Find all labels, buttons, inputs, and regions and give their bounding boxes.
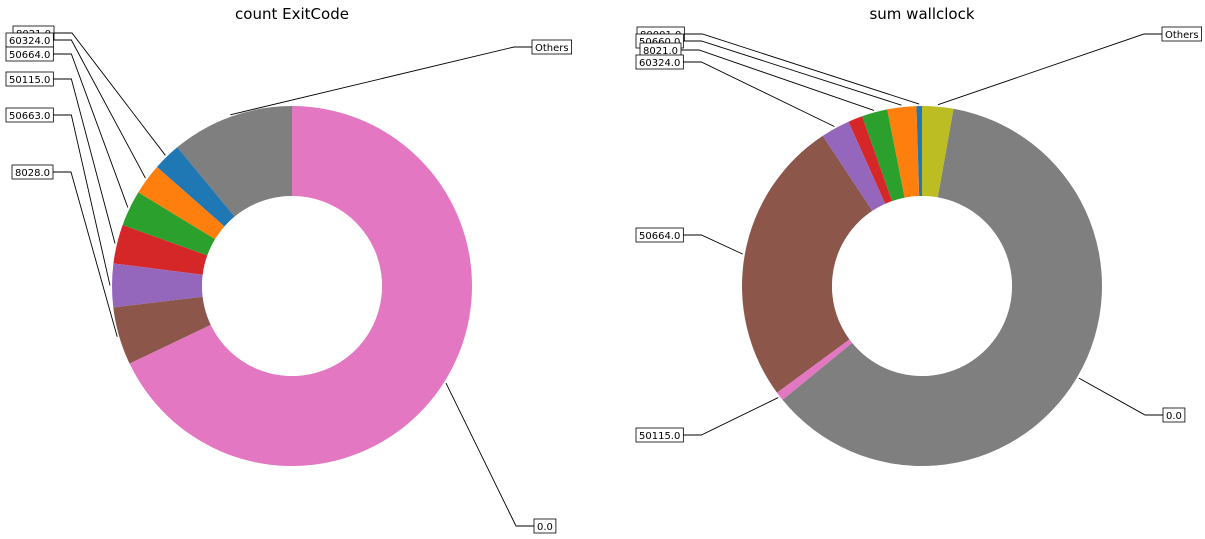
slice-label-50663-0: 50663.0 (9, 111, 50, 122)
leader-line-60324-0 (683, 61, 835, 127)
slice-label-box (531, 39, 573, 55)
chart-title-sum-wallclock: sum wallclock (869, 5, 974, 23)
leader-lines (53, 32, 534, 527)
slice-label-box (5, 71, 54, 87)
slice-label-50115-0: 50115.0 (639, 431, 680, 442)
wedge-others (922, 106, 954, 198)
donut-hole (832, 196, 1012, 376)
leader-line-others (937, 33, 1162, 106)
slice-label-50660-0: 50660.0 (639, 37, 680, 48)
donut-chart-sum-wallclock: sum wallclock 80001.050660.08021.060324.… (635, 5, 1203, 467)
donut-hole (202, 196, 382, 376)
leader-lines (681, 33, 1163, 436)
slice-label-box (11, 164, 54, 180)
slice-label-50664-0: 50664.0 (9, 50, 50, 61)
slice-label-box (1161, 26, 1203, 42)
leader-line-50660-0 (683, 40, 902, 106)
slice-label-60324-0: 60324.0 (639, 58, 680, 69)
slice-label-box (635, 227, 684, 243)
leader-line-50663-0 (53, 114, 111, 286)
wedge-8028-0 (113, 296, 211, 364)
wedge-8021-0 (862, 109, 905, 202)
leader-line-80001-0 (684, 33, 920, 105)
wedge-8021-0 (156, 147, 235, 227)
leader-line-50115-0 (683, 397, 779, 436)
slice-label-8021-0: 8021.0 (643, 46, 678, 57)
wedge-0-0 (129, 106, 473, 466)
slice-label-box (5, 107, 54, 123)
chart-title-count-exitcode: count ExitCode (235, 5, 349, 23)
leader-line-0-0 (1078, 377, 1163, 416)
slice-label-box (5, 46, 54, 62)
leader-line-8021-0 (54, 32, 166, 156)
slice-label-others: Others (535, 43, 569, 54)
wedge-50115-0 (113, 225, 208, 275)
wedge-60324-0 (138, 166, 225, 240)
leader-line-50664-0 (683, 234, 743, 255)
leader-line-8028-0 (53, 171, 118, 337)
slice-label-50115-0: 50115.0 (9, 75, 50, 86)
slice-labels: 80001.050660.08021.060324.050664.050115.… (635, 26, 1203, 443)
wedge-others (177, 106, 292, 217)
slice-label-box (635, 54, 684, 70)
wedge-50663-0 (112, 263, 203, 308)
wedge-50660-0 (887, 106, 920, 198)
wedge-50664-0 (741, 135, 873, 393)
wedge-50115-0 (777, 339, 853, 400)
wedge-0-0 (782, 108, 1102, 467)
leader-line-others (230, 46, 532, 116)
slice-label-60324-0: 60324.0 (9, 36, 50, 47)
slice-labels: Others8021.060324.050664.050115.050663.0… (5, 25, 573, 534)
slice-label-box (635, 427, 684, 443)
leader-line-50115-0 (53, 78, 116, 244)
slice-label-others: Others (1165, 30, 1199, 41)
wedges (112, 106, 473, 466)
slice-label-8028-0: 8028.0 (15, 168, 50, 179)
wedge-50664-0 (122, 192, 216, 256)
wedges (741, 106, 1102, 467)
slice-label-50664-0: 50664.0 (639, 231, 680, 242)
wedge-60324-0 (822, 121, 886, 211)
slice-label-0-0: 0.0 (537, 522, 553, 533)
leader-line-50664-0 (53, 53, 129, 208)
donut-chart-count-exitcode: count ExitCode Others8021.060324.050664.… (5, 5, 573, 534)
wedge-unlabeled-3 (848, 116, 893, 204)
slice-label-0-0: 0.0 (1166, 411, 1182, 422)
slice-label-box (533, 518, 557, 534)
leader-line-8021-0 (681, 49, 875, 111)
wedge-80001-0 (916, 106, 922, 197)
leader-line-60324-0 (53, 39, 146, 179)
leader-line-0-0 (445, 382, 534, 527)
slice-label-box (1162, 407, 1186, 423)
